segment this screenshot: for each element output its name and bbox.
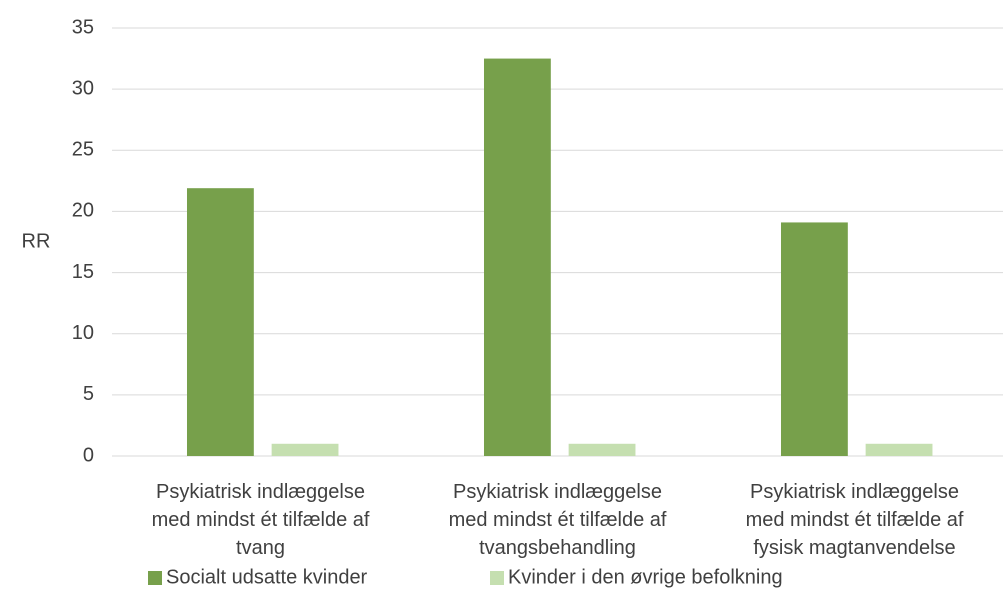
bar xyxy=(483,58,551,456)
y-tick-label: 30 xyxy=(72,77,94,99)
x-tick-label: Psykiatrisk indlæggelse med mindst ét ti… xyxy=(745,481,964,559)
y-tick-label: 35 xyxy=(72,16,94,38)
legend-swatch xyxy=(490,571,504,585)
y-axis-label: RR xyxy=(22,230,51,252)
x-tick-label: Psykiatrisk indlæggelse med mindst ét ti… xyxy=(448,481,667,559)
y-tick-label: 0 xyxy=(83,444,94,466)
legend-item: Kvinder i den øvrige befolkning xyxy=(490,566,783,588)
legend-swatch xyxy=(148,571,162,585)
legend-label: Socialt udsatte kvinder xyxy=(166,566,368,588)
legend-item: Socialt udsatte kvinder xyxy=(148,566,368,588)
y-tick-label: 10 xyxy=(72,322,94,344)
y-tick-label: 5 xyxy=(83,383,94,405)
y-tick-label: 25 xyxy=(72,139,94,161)
bar xyxy=(865,443,933,456)
x-tick-label: Psykiatrisk indlæggelse med mindst ét ti… xyxy=(151,481,370,559)
y-tick-label: 20 xyxy=(72,200,94,222)
bar xyxy=(186,188,254,457)
legend-label: Kvinder i den øvrige befolkning xyxy=(508,566,783,588)
bar xyxy=(780,222,848,456)
bar xyxy=(271,443,339,456)
bar xyxy=(568,443,636,456)
y-tick-label: 15 xyxy=(72,261,94,283)
